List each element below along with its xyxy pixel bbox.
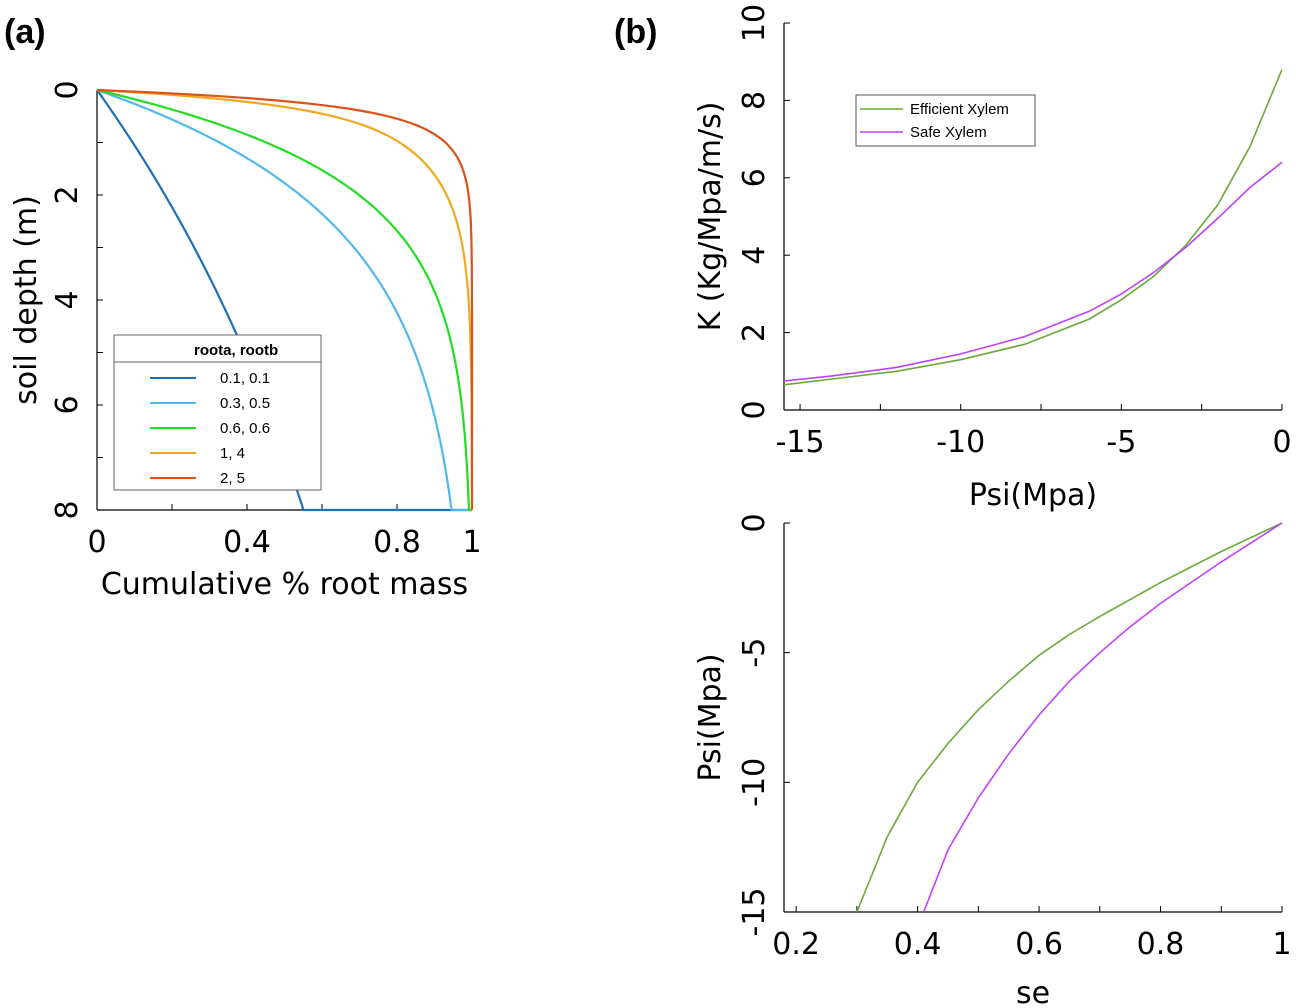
x-tick-label: 0.6 (1015, 927, 1063, 962)
series-line-0-3-0-5 (96, 88, 472, 512)
y-tick-label: -10 (737, 758, 772, 807)
x-tick-label: 0.4 (223, 525, 271, 560)
panel-a-label: (a) (4, 13, 46, 51)
x-tick-label: 0.4 (894, 927, 942, 962)
x-tick-label: 0.8 (1137, 927, 1185, 962)
y-tick-label: 0 (737, 513, 772, 532)
root-profile-chart: 0 0.4 0.8 1 0 2 4 6 8 Cumulative % root mass soil … (9, 80, 482, 602)
legend-box (113, 334, 322, 491)
legend-entry: 0.6, 0.6 (220, 420, 270, 437)
y-tick-label: -15 (737, 888, 772, 937)
x-tick-label: 1 (1272, 927, 1291, 962)
conductivity-chart: -15 -10 -5 0 0 2 4 6 8 10 Psi(Mpa) K (Kg/Mpa/m/s) Ef… (693, 4, 1292, 513)
water-potential-chart: 0.2 0.4 0.6 0.8 1 -15 -10 -5 0 se Psi(Mpa) (693, 513, 1292, 1008)
y-tick-label: 0 (50, 80, 85, 99)
series-line-safe-xylem (783, 161, 1283, 382)
x-tick-label: 0 (87, 525, 106, 560)
legend-entry: 0.3, 0.5 (220, 395, 270, 412)
legend-entry: Efficient Xylem (910, 101, 1009, 118)
y-tick-label: 4 (50, 290, 85, 309)
legend-entry: 2, 5 (220, 470, 245, 487)
x-axis-title: se (1016, 976, 1050, 1008)
x-tick-label: -5 (1106, 425, 1136, 460)
y-tick-label: 10 (737, 4, 772, 42)
x-tick-label: 0 (1272, 425, 1291, 460)
y-tick-label: 2 (737, 323, 772, 342)
y-tick-label: -5 (737, 638, 772, 668)
x-tick-label: -10 (936, 425, 985, 460)
series-line-2-5 (96, 88, 474, 510)
legend-title: roota, rootb (194, 342, 278, 359)
series-line-0-6-0-6 (96, 88, 472, 512)
x-axis-title: Cumulative % root mass (101, 567, 468, 602)
y-tick-label: 0 (737, 400, 772, 419)
y-tick-label: 8 (737, 91, 772, 110)
x-tick-label: 1 (462, 525, 481, 560)
x-tick-label: -15 (776, 425, 825, 460)
y-axis-title: Psi(Mpa) (693, 653, 728, 781)
x-axis-title: Psi(Mpa) (969, 478, 1097, 513)
x-tick-label: 0.2 (772, 927, 820, 962)
panel-b-label: (b) (614, 13, 657, 51)
y-tick-label: 2 (50, 185, 85, 204)
series-line-efficient-xylem (856, 522, 1283, 913)
x-tick-label: 0.8 (373, 525, 421, 560)
y-axis-title: K (Kg/Mpa/m/s) (693, 102, 728, 332)
legend-entry: 1, 4 (220, 445, 245, 462)
legend-entry: 0.1, 0.1 (220, 370, 270, 387)
series-line-safe-xylem (922, 522, 1283, 913)
legend-box (855, 94, 1036, 147)
y-tick-label: 4 (737, 246, 772, 265)
series-line-efficient-xylem (783, 69, 1283, 386)
y-tick-label: 6 (737, 168, 772, 187)
legend-entry: Safe Xylem (910, 124, 987, 141)
y-tick-label: 8 (50, 500, 85, 519)
y-tick-label: 6 (50, 395, 85, 414)
y-axis-title: soil depth (m) (9, 195, 44, 405)
